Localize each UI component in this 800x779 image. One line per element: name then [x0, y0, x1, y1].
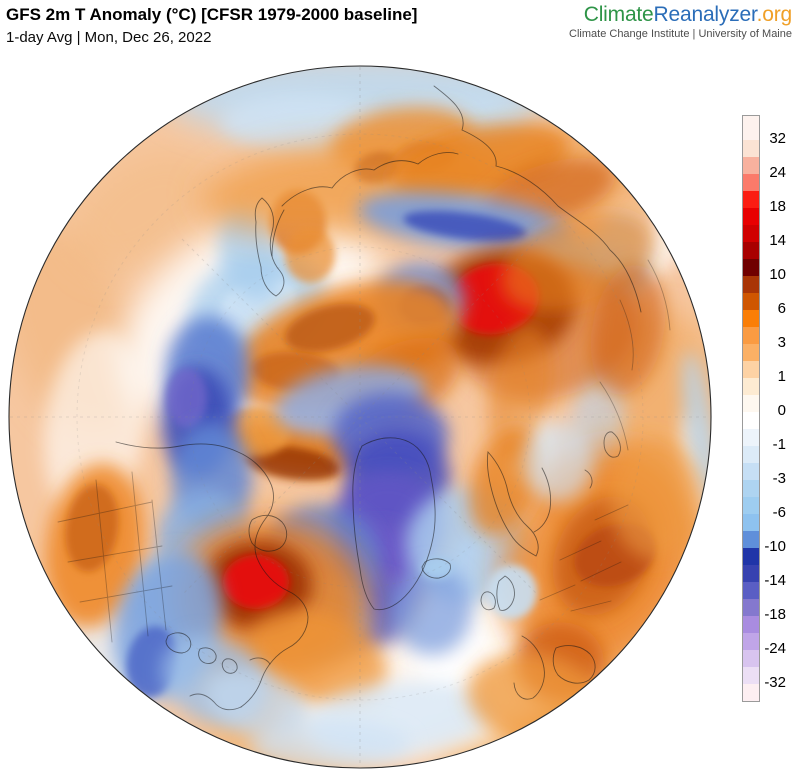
colorbar-tick-label: -1	[772, 436, 786, 453]
logo-part-climate: Climate	[583, 3, 654, 26]
colorbar-segment	[743, 599, 759, 616]
colorbar-tick-label: -14	[764, 572, 786, 589]
colorbar-segment	[743, 582, 759, 599]
logo-tagline: Climate Change Institute | University of…	[569, 28, 792, 40]
colorbar-segment	[743, 116, 759, 140]
colorbar-segment	[743, 378, 759, 395]
colorbar-tick-label: -32	[764, 674, 786, 691]
globe-outline-circle	[8, 65, 712, 769]
colorbar-segment	[743, 310, 759, 327]
colorbar-tick-label: 0	[777, 402, 786, 419]
colorbar-segment	[743, 429, 759, 446]
colorbar-tick-label: -6	[772, 504, 786, 521]
colorbar-segment	[743, 208, 759, 225]
page-title: GFS 2m T Anomaly (°C) [CFSR 1979-2000 ba…	[6, 5, 418, 24]
logo-part-reanalyzer: Reanalyzer	[653, 3, 757, 26]
colorbar-segment	[743, 616, 759, 633]
colorbar-segment	[743, 514, 759, 531]
colorbar-tick-label: 14	[769, 232, 786, 249]
colorbar-segment	[743, 684, 759, 701]
colorbar-segment	[743, 667, 759, 684]
colorbar-segment	[743, 480, 759, 497]
colorbar-tick-label: 1	[777, 368, 786, 385]
colorbar-segment	[743, 293, 759, 310]
colorbar-tick-label: 10	[769, 266, 786, 283]
colorbar-tick-label: 6	[777, 300, 786, 317]
colorbar-segment	[743, 497, 759, 514]
climate-reanalyzer-logo[interactable]: ClimateReanalyzer.org Climate Change Ins…	[569, 3, 792, 40]
colorbar-tick-label: -3	[772, 470, 786, 487]
colorbar-segment	[743, 395, 759, 412]
colorbar-tick-label: 24	[769, 164, 786, 181]
colorbar-segment	[743, 191, 759, 208]
logo-wordmark[interactable]: ClimateReanalyzer.org	[569, 3, 792, 27]
page-subtitle: 1-day Avg | Mon, Dec 26, 2022	[6, 29, 212, 46]
colorbar-tick-label: 18	[769, 198, 786, 215]
colorbar-segment	[743, 548, 759, 565]
colorbar-segment	[743, 633, 759, 650]
colorbar-segment	[743, 327, 759, 344]
colorbar-segment	[743, 531, 759, 548]
anomaly-field	[9, 66, 711, 768]
coastlines	[57, 85, 671, 711]
colorbar-segment	[743, 259, 759, 276]
colorbar-segment	[743, 242, 759, 259]
colorbar-segment	[743, 446, 759, 463]
colorbar-tick-label: -24	[764, 640, 786, 657]
colorbar-segment	[743, 361, 759, 378]
colorbar-segment	[743, 650, 759, 667]
colorbar-segment	[743, 174, 759, 191]
colorbar-tick-label: -10	[764, 538, 786, 555]
colorbar-tick-label: 3	[777, 334, 786, 351]
colorbar-segment	[743, 565, 759, 582]
colorbar-segment	[743, 276, 759, 293]
colorbar-segment	[743, 344, 759, 361]
colorbar	[742, 115, 760, 702]
colorbar-segment	[743, 412, 759, 429]
logo-part-org: .org	[756, 3, 793, 26]
colorbar-tick-label: 32	[769, 130, 786, 147]
colorbar-segment	[743, 225, 759, 242]
graticule-lines	[10, 67, 710, 767]
colorbar-tick-label: -18	[764, 606, 786, 623]
colorbar-segment	[743, 140, 759, 157]
colorbar-segment	[743, 463, 759, 480]
colorbar-labels: 32 24 18 14 10 6 3 1 0 -1 -3 -6 -10 -14 -18 -24 -32	[744, 115, 786, 700]
colorbar-segment	[743, 157, 759, 174]
